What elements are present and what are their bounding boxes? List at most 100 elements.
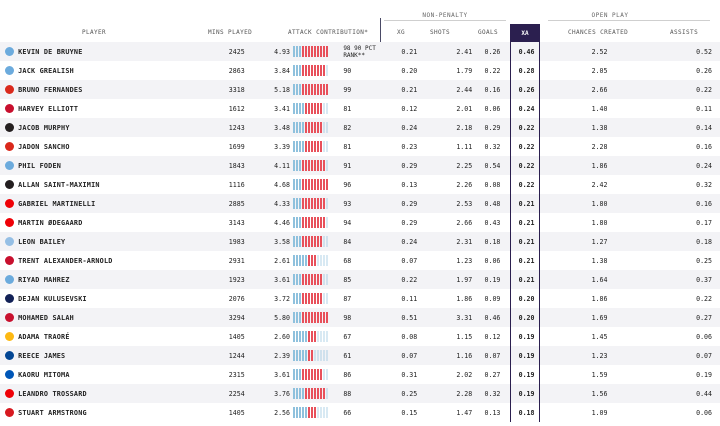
table-row[interactable]: JACOB MURPHY 1243 3.48 82 0.24 2.18 0.29 0.22 1.… <box>0 118 720 137</box>
club-badge-icon <box>5 408 14 417</box>
player-name: BRUNO FERNANDES <box>18 80 195 99</box>
percentile-bar-segment <box>320 293 322 304</box>
percentile-bar-segment <box>302 65 304 76</box>
mins-played-value: 2425 <box>194 42 245 61</box>
percentile-rank-number: 98 <box>343 313 352 322</box>
percentile-bar-segment <box>323 217 325 228</box>
percentile-bar-segment <box>308 84 310 95</box>
percentile-bar-segment <box>296 407 298 418</box>
percentile-rank-value: 61 <box>339 346 382 365</box>
club-badge-icon <box>5 313 14 322</box>
percentile-bar-segment <box>296 388 298 399</box>
spacer <box>500 156 512 175</box>
table-row[interactable]: GABRIEL MARTINELLI 2885 4.33 93 0.29 2.53 0.48… <box>0 194 720 213</box>
percentile-bar-segment <box>323 331 325 342</box>
table-row[interactable]: RIYAD MAHREZ 1923 3.61 85 0.22 1.97 0.19 0.21 1.… <box>0 270 720 289</box>
table-row[interactable]: JACK GREALISH 2863 3.84 90 0.20 1.79 0.22 0.28 2… <box>0 61 720 80</box>
goals-value: 0.54 <box>472 156 501 175</box>
spacer <box>500 308 512 327</box>
mins-played-value: 1923 <box>194 270 245 289</box>
percentile-bar-segment <box>326 103 328 114</box>
table-row[interactable]: STUART ARMSTRONG 1405 2.56 66 0.15 1.47 0.13 0.… <box>0 403 720 422</box>
percentile-bar-segment <box>314 407 316 418</box>
percentile-bar-segment <box>323 407 325 418</box>
header-attack-contribution[interactable]: ATTACK CONTRIBUTION* <box>288 29 369 36</box>
percentile-bar-segment <box>314 65 316 76</box>
table-row[interactable]: KEVIN DE BRUYNE 2425 4.93 98 90 PCT RANK** 0.… <box>0 42 720 61</box>
percentile-bar-segment <box>323 65 325 76</box>
table-row[interactable]: REECE JAMES 1244 2.39 61 0.07 1.16 0.07 0.19 1.2… <box>0 346 720 365</box>
percentile-bar-segment <box>314 217 316 228</box>
percentile-bar-segment <box>296 141 298 152</box>
header-player[interactable]: PLAYER <box>82 29 107 36</box>
table-row[interactable]: DEJAN KULUSEVSKI 2076 3.72 87 0.11 1.86 0.09 0.… <box>0 289 720 308</box>
percentile-bar-segment <box>323 350 325 361</box>
percentile-bar-segment <box>317 179 319 190</box>
table-row[interactable]: TRENT ALEXANDER-ARNOLD 2931 2.61 68 0.07 1.23… <box>0 251 720 270</box>
percentile-bar-segment <box>314 160 316 171</box>
table-row[interactable]: HARVEY ELLIOTT 1612 3.41 81 0.12 2.01 0.06 0.24… <box>0 99 720 118</box>
goals-value: 0.06 <box>472 99 501 118</box>
header-shots[interactable]: SHOTS <box>430 29 451 36</box>
percentile-bar-segment <box>302 331 304 342</box>
percentile-bar-segment <box>299 179 301 190</box>
player-name: PHIL FODEN <box>18 156 195 175</box>
spacer <box>244 365 271 384</box>
player-name: MARTIN ØDEGAARD <box>18 213 195 232</box>
club-badge-cell <box>0 194 19 213</box>
percentile-bar-segment <box>320 179 322 190</box>
percentile-bar-segment <box>299 407 301 418</box>
table-row[interactable]: ADAMA TRAORÉ 1405 2.60 67 0.08 1.15 0.12 0.19 1.… <box>0 327 720 346</box>
percentile-bar-segment <box>314 236 316 247</box>
club-badge-cell <box>0 99 19 118</box>
percentile-bar-segment <box>317 46 319 57</box>
table-row[interactable]: ALLAN SAINT-MAXIMIN 1116 4.68 96 0.13 2.26 0.0… <box>0 175 720 194</box>
attack-contribution-value: 2.60 <box>270 327 293 346</box>
percentile-bar-segment <box>299 122 301 133</box>
percentile-bar-segment <box>308 122 310 133</box>
xg-value: 0.29 <box>381 194 437 213</box>
mins-played-value: 1405 <box>194 327 245 346</box>
attack-contribution-value: 4.68 <box>270 175 293 194</box>
table-row[interactable]: LEANDRO TROSSARD 2254 3.76 88 0.25 2.28 0.32 0.… <box>0 384 720 403</box>
header-xg[interactable]: XG <box>397 29 406 36</box>
shots-value: 2.18 <box>436 118 473 137</box>
xg-value: 0.22 <box>381 270 437 289</box>
table-row[interactable]: BRUNO FERNANDES 3318 5.18 99 0.21 2.44 0.16 0.2… <box>0 80 720 99</box>
table-row[interactable]: MOHAMED SALAH 3294 5.80 98 0.51 3.31 0.46 0.20 1… <box>0 308 720 327</box>
goals-value: 0.12 <box>472 327 501 346</box>
percentile-bar-segment <box>296 122 298 133</box>
club-badge-cell <box>0 175 19 194</box>
header-assists[interactable]: ASSISTS <box>670 29 699 36</box>
player-name: DEJAN KULUSEVSKI <box>18 289 195 308</box>
percentile-bar-segment <box>311 217 313 228</box>
percentile-bar-segment <box>323 141 325 152</box>
percentile-bar-segment <box>296 255 298 266</box>
percentile-bar-segment <box>320 350 322 361</box>
mins-played-value: 2076 <box>194 289 245 308</box>
percentile-bar-segment <box>293 274 295 285</box>
header-goals[interactable]: GOALS <box>478 29 499 36</box>
header-xa[interactable]: XA <box>510 24 540 42</box>
header-chances-created[interactable]: CHANCES CREATED <box>568 29 629 36</box>
percentile-bar-segment <box>296 312 298 323</box>
table-row[interactable]: JADON SANCHO 1699 3.39 81 0.23 1.11 0.32 0.22 2.… <box>0 137 720 156</box>
percentile-bar-segment <box>308 217 310 228</box>
percentile-rank-number: 91 <box>343 161 352 170</box>
table-row[interactable]: LEON BAILEY 1983 3.58 84 0.24 2.31 0.18 0.21 1.2… <box>0 232 720 251</box>
percentile-bar-segment <box>311 122 313 133</box>
spacer <box>244 156 271 175</box>
club-badge-icon <box>5 256 14 265</box>
percentile-bar-segment <box>326 198 328 209</box>
xg-value: 0.24 <box>381 232 437 251</box>
header-mins-played[interactable]: MINS PLAYED <box>208 29 253 36</box>
table-row[interactable]: MARTIN ØDEGAARD 3143 4.46 94 0.29 2.66 0.43 0.2… <box>0 213 720 232</box>
attack-contribution-value: 3.61 <box>270 270 293 289</box>
percentile-rank-number: 66 <box>343 408 352 417</box>
player-table: KEVIN DE BRUYNE 2425 4.93 98 90 PCT RANK** 0.… <box>0 42 720 422</box>
percentile-bar-segment <box>305 407 307 418</box>
table-row[interactable]: PHIL FODEN 1843 4.11 91 0.29 2.25 0.54 0.22 1.86… <box>0 156 720 175</box>
table-row[interactable]: KAORU MITOMA 2315 3.61 86 0.31 2.02 0.27 0.19 1.… <box>0 365 720 384</box>
percentile-bar-segment <box>293 217 295 228</box>
percentile-bar-strip <box>293 137 339 156</box>
